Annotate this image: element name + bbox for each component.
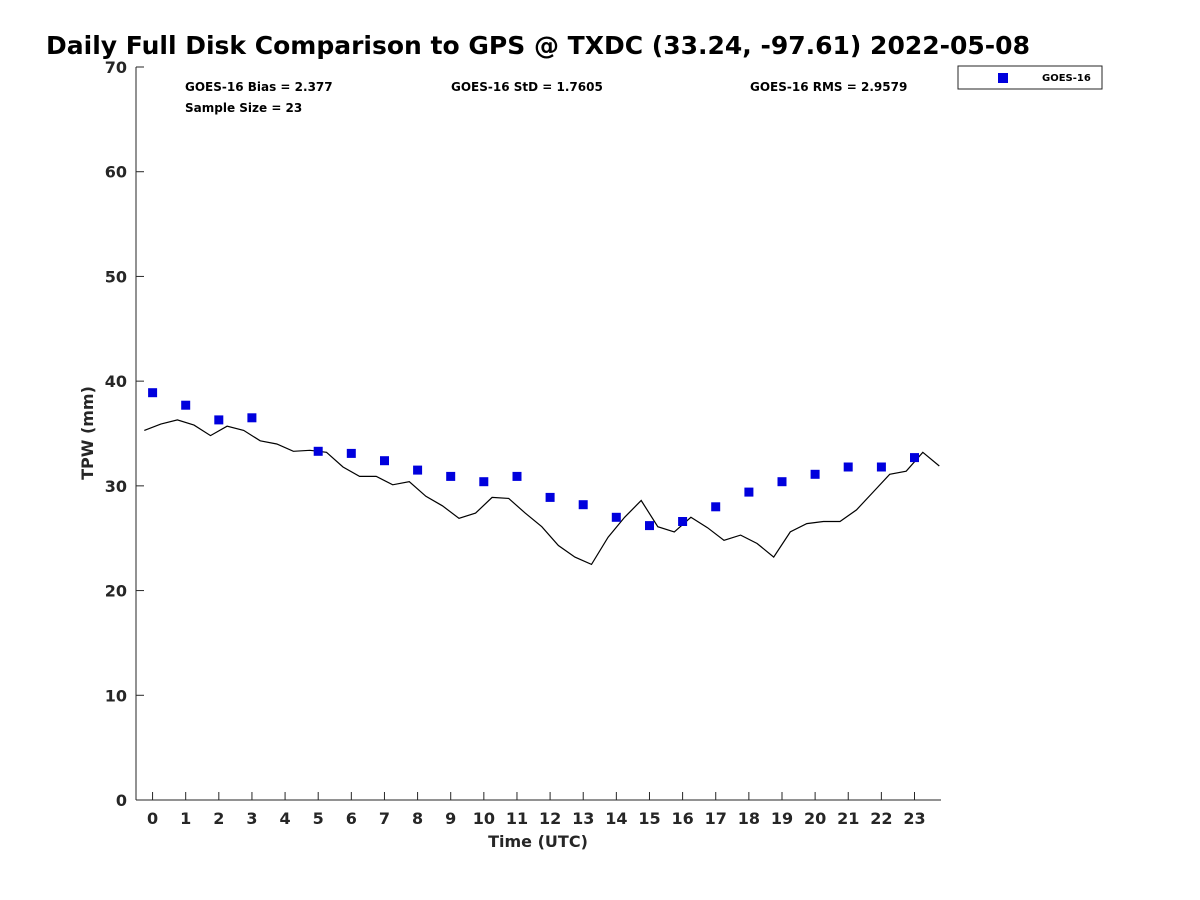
- y-tick-label: 0: [116, 791, 127, 810]
- y-axis-label: TPW (mm): [78, 386, 97, 480]
- goes16-data-point: [843, 462, 853, 472]
- x-tick-label: 11: [506, 809, 528, 828]
- x-tick-label: 0: [147, 809, 158, 828]
- x-tick-label: 22: [870, 809, 892, 828]
- y-tick-label: 40: [105, 372, 127, 391]
- goes16-scatter-series: [148, 388, 919, 531]
- stat-std: GOES-16 StD = 1.7605: [451, 80, 603, 94]
- x-tick-label: 23: [903, 809, 925, 828]
- x-tick-label: 4: [280, 809, 291, 828]
- goes16-data-point: [148, 388, 158, 398]
- plot-area: [135, 67, 941, 801]
- goes16-data-point: [611, 512, 621, 522]
- x-tick-label: 19: [771, 809, 793, 828]
- y-tick-label: 20: [105, 582, 127, 601]
- goes16-data-point: [711, 502, 721, 512]
- goes16-data-point: [380, 456, 389, 466]
- legend-label: GOES-16: [1042, 73, 1091, 84]
- y-tick-label: 70: [105, 58, 127, 77]
- x-axis-ticks: 0 1 2 3 4 5 6 7 8 9 10 11 12 13 14 15 16 17 18 19 20 21 22 23: [147, 792, 926, 828]
- x-tick-label: 9: [445, 809, 456, 828]
- x-tick-label: 13: [572, 809, 594, 828]
- x-tick-label: 2: [213, 809, 224, 828]
- x-tick-label: 17: [705, 809, 727, 828]
- x-tick-label: 6: [346, 809, 357, 828]
- goes16-data-point: [545, 492, 555, 502]
- y-tick-label: 30: [105, 477, 127, 496]
- gps-line: [144, 419, 940, 566]
- stat-sample-size: Sample Size = 23: [185, 101, 302, 115]
- stat-bias: GOES-16 Bias = 2.377: [185, 80, 333, 94]
- goes16-data-point: [578, 500, 588, 510]
- goes16-data-point: [446, 471, 456, 481]
- x-tick-label: 18: [738, 809, 760, 828]
- chart-title: Daily Full Disk Comparison to GPS @ TXDC…: [46, 31, 1030, 60]
- x-tick-label: 14: [605, 809, 627, 828]
- goes16-data-point: [247, 413, 257, 423]
- goes16-data-point: [479, 477, 489, 487]
- y-tick-label: 10: [105, 686, 127, 705]
- goes16-data-point: [876, 462, 886, 472]
- y-tick-label: 50: [105, 267, 127, 286]
- goes16-data-point: [512, 471, 522, 481]
- goes16-data-point: [346, 448, 356, 458]
- x-tick-label: 21: [837, 809, 859, 828]
- legend-box: [957, 65, 1103, 90]
- x-tick-label: 3: [246, 809, 257, 828]
- goes16-data-point: [910, 453, 919, 463]
- goes16-data-point: [214, 415, 224, 425]
- x-tick-label: 1: [180, 809, 191, 828]
- goes16-data-point: [413, 465, 423, 475]
- goes16-data-point: [645, 521, 654, 531]
- x-tick-label: 16: [671, 809, 693, 828]
- goes16-data-point: [678, 517, 688, 526]
- x-axis-label: Time (UTC): [488, 832, 588, 851]
- x-tick-label: 10: [473, 809, 495, 828]
- goes16-data-point: [181, 400, 191, 410]
- x-tick-label: 7: [379, 809, 390, 828]
- y-axis-ticks: 0 10 20 30 40 50 60 70: [105, 58, 144, 810]
- goes16-data-point: [810, 469, 820, 479]
- x-tick-label: 5: [313, 809, 324, 828]
- x-tick-label: 15: [638, 809, 660, 828]
- x-tick-label: 20: [804, 809, 826, 828]
- goes16-data-point: [744, 487, 754, 497]
- y-tick-label: 60: [105, 163, 127, 182]
- gps-line-series: [144, 419, 940, 566]
- goes16-data-point: [313, 446, 323, 456]
- stat-rms: GOES-16 RMS = 2.9579: [750, 80, 907, 94]
- legend-marker-square-icon: [998, 73, 1008, 83]
- goes16-data-point: [777, 477, 787, 487]
- x-tick-label: 8: [412, 809, 423, 828]
- x-tick-label: 12: [539, 809, 561, 828]
- legend: GOES-16: [957, 65, 1103, 90]
